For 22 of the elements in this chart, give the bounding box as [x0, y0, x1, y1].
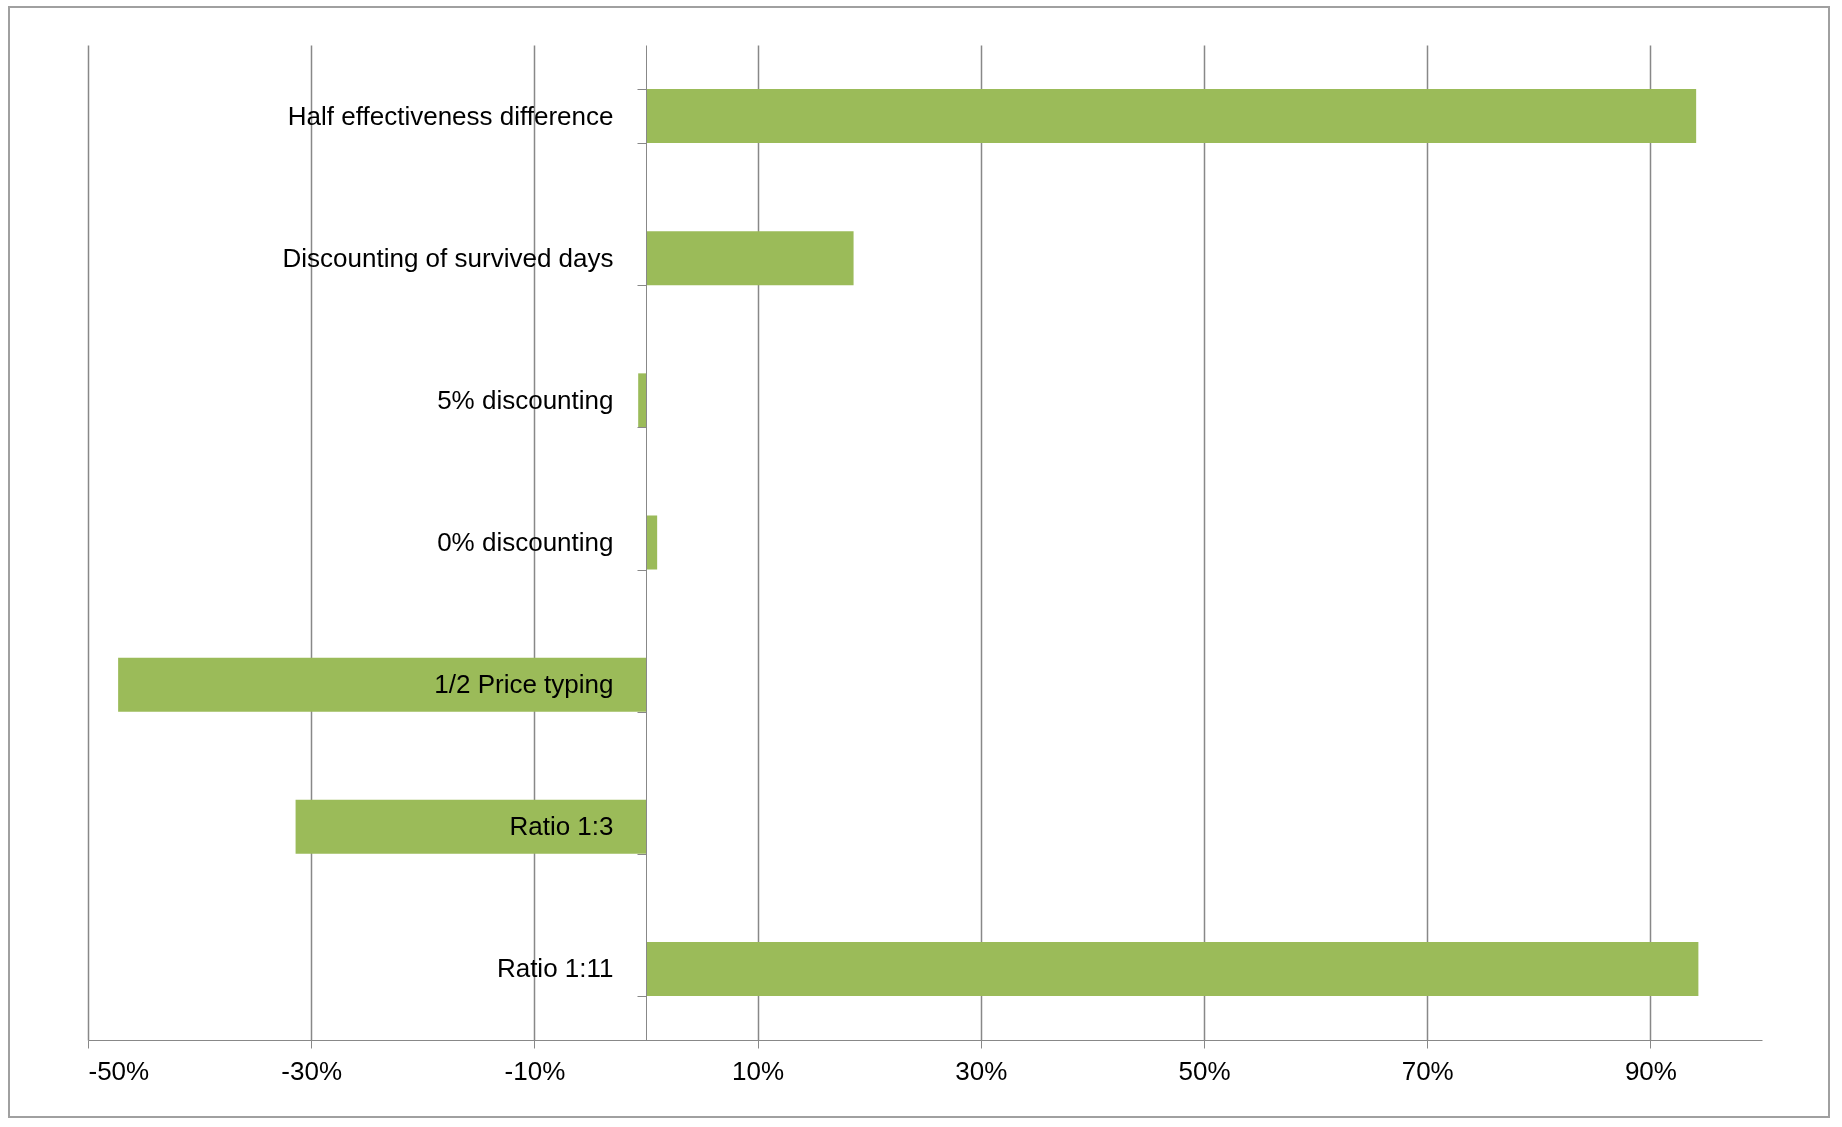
- x-tick-label: 30%: [955, 1055, 1008, 1086]
- bar: [646, 231, 854, 286]
- bar: [646, 941, 1699, 996]
- x-tick-label: 90%: [1624, 1055, 1677, 1086]
- bar: [638, 373, 646, 428]
- y-tick-label: Ratio 1:11: [496, 953, 614, 984]
- y-tick-label: 0% discounting: [437, 527, 614, 557]
- bar: [118, 657, 646, 712]
- bar: [646, 89, 1697, 144]
- y-tick-label: 5% discounting: [437, 384, 614, 415]
- y-tick-label: Discounting of survived days: [282, 242, 614, 273]
- y-tick-label: 1/2 Price typing: [434, 669, 614, 700]
- x-tick-label: 10%: [732, 1055, 785, 1086]
- y-tick-label: Ratio 1:3: [509, 811, 614, 842]
- y-tick-label: Half effectiveness difference: [287, 100, 614, 131]
- x-tick-label: 70%: [1401, 1055, 1454, 1086]
- x-tick-label: -50%: [88, 1055, 150, 1086]
- x-tick-label: -10%: [504, 1055, 566, 1086]
- bar: [646, 515, 658, 570]
- x-tick-label: -30%: [281, 1055, 343, 1086]
- x-tick-label: 50%: [1178, 1055, 1231, 1086]
- bar: [295, 799, 646, 854]
